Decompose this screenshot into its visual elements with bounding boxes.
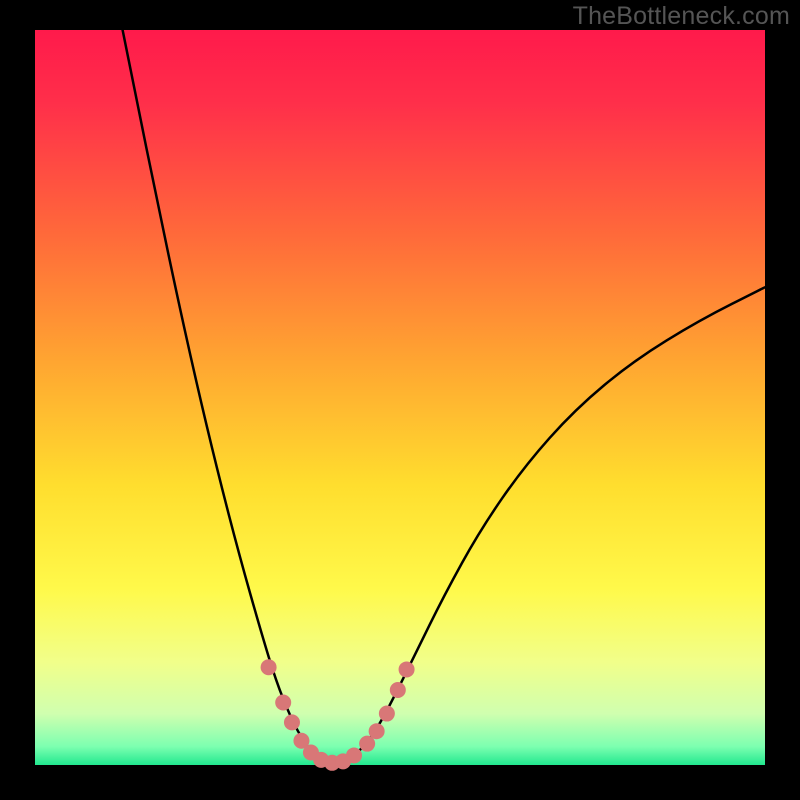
- marker-dot: [275, 695, 291, 711]
- marker-dot: [390, 682, 406, 698]
- marker-dot: [346, 747, 362, 763]
- chart-svg: [0, 0, 800, 800]
- marker-dot: [284, 714, 300, 730]
- watermark-text: TheBottleneck.com: [573, 2, 790, 31]
- marker-dot: [399, 661, 415, 677]
- marker-dot: [369, 723, 385, 739]
- chart-stage: TheBottleneck.com: [0, 0, 800, 800]
- marker-dot: [261, 659, 277, 675]
- marker-dot: [379, 706, 395, 722]
